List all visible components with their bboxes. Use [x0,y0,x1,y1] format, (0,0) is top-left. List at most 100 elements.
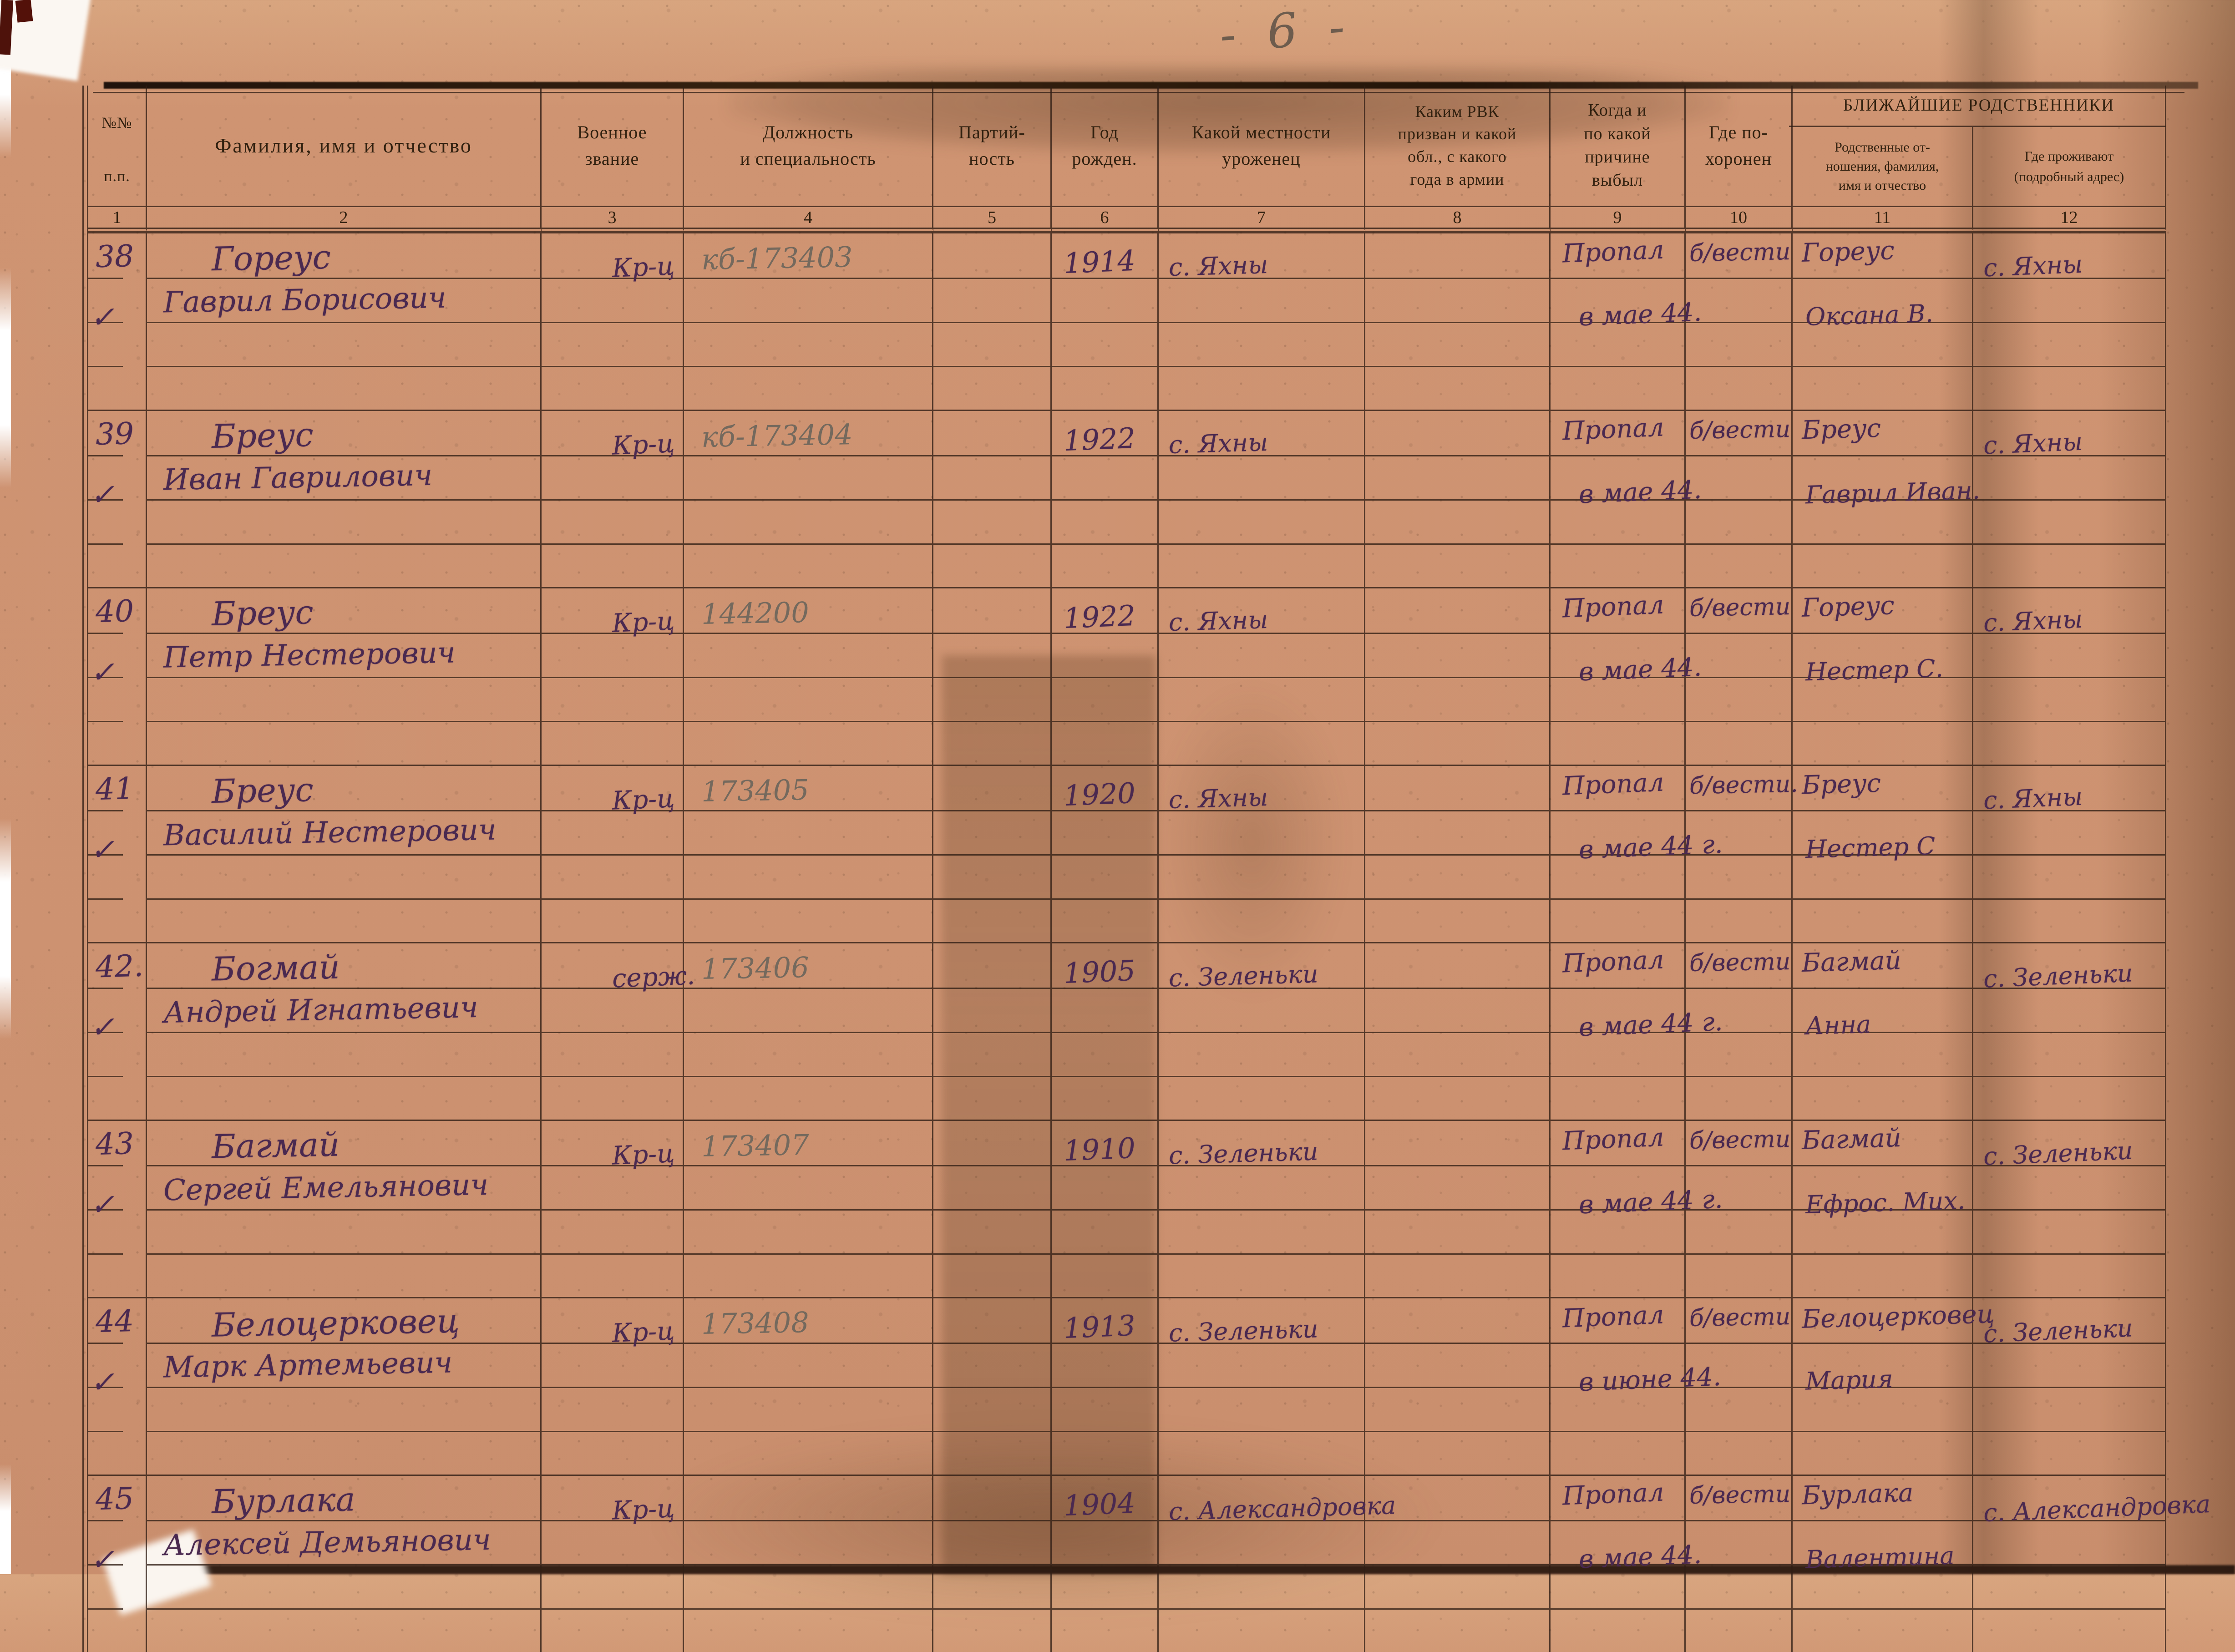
cell-birthplace: с. Яхны [1159,232,1365,410]
cell-party [933,587,1052,765]
cell-party [933,1297,1052,1475]
header-text: Партий- [958,122,1025,142]
cell-relative: Бреус Нестер С [1793,765,1973,942]
header-text: года в армии [1410,170,1505,188]
header-text: призван и какой [1398,125,1517,143]
cell-position: 144200 [684,587,933,765]
cell-rank: Кр-ц [542,1120,684,1297]
header-burial: Где по- хоронен [1686,86,1793,207]
birth-year: 1920 [1063,776,1136,813]
table-top-rule [93,92,2184,93]
cell-birth-year: 1914 [1052,232,1159,410]
missing-status: б/вести. [1689,770,1799,800]
relative-surname: Бурлака [1801,1478,1914,1511]
cell-birth-year: 1913 [1052,1297,1159,1475]
cell-fate: Пропал в мае 44. [1551,587,1702,765]
fate-line1: Пропал [1561,235,1665,269]
fate-line1: Пропал [1561,767,1665,801]
relative-surname: Багмай [1801,1123,1902,1156]
birthplace: с. Яхны [1168,605,1269,637]
cell-row-number: 43 ✓ [88,1120,147,1297]
cell-relative-address: с. Зеленьки [1973,1297,2166,1475]
header-text: Какой местности [1191,122,1331,142]
given-name: Сергей Емельянович [163,1168,489,1208]
header-relative-name: Родственные от- ношения, фамилия, имя и … [1793,127,1973,206]
birthplace: с. Александровка [1168,1491,1397,1526]
cell-rvk [1365,410,1551,587]
relative-address: с. Зеленьки [1982,1136,2134,1171]
cell-name: Богмай Андрей Игнатьевич [147,942,542,1120]
birth-year: 1913 [1063,1308,1136,1345]
cell-birthplace: с. Зеленьки [1159,942,1365,1120]
header-text: Родственные от- [1835,139,1930,155]
cell-relative: Гореус Нестер С. [1793,587,1973,765]
position-number: кб-173404 [701,418,853,454]
relative-surname: Гореус [1801,591,1895,623]
cell-rank: Кр-ц [542,1297,684,1475]
cell-fate: Пропал в мае 44. [1551,232,1702,410]
cell-party [933,232,1052,410]
military-rank: Кр-ц [611,1139,675,1171]
red-mark [0,0,14,55]
cell-name: Багмай Сергей Емельянович [147,1120,542,1297]
given-name: Иван Гаврилович [163,458,433,497]
position-number: 144200 [701,595,810,631]
cell-name: Белоцерковец Марк Артемьевич [147,1297,542,1475]
relative-name: Оксана В. [1805,299,1934,331]
cell-row-number: 40 ✓ [88,587,147,765]
cell-birth-year: 1922 [1052,587,1159,765]
header-text: Военное [577,122,647,142]
cell-party [933,1475,1052,1652]
surname: Багмай [211,1125,340,1166]
red-mark [15,0,33,23]
surname: Бреус [211,416,314,456]
checkmark: ✓ [89,1010,115,1045]
cell-burial: б/вести [1686,1297,1793,1475]
cell-relative: Белоцерковец Мария [1793,1297,1995,1475]
given-name: Василий Нестерович [163,813,497,853]
header-fate: Когда и по какой причине выбыл [1551,86,1686,207]
fate-line1: Пропал [1561,590,1665,624]
surname: Белоцерковец [211,1302,460,1344]
header-text: (подробный адрес) [2014,169,2124,184]
relative-address: с. Зеленьки [1982,1313,2134,1348]
casualty-table: №№ п.п. Фамилия, имя и отчество Военное … [82,82,2211,1652]
relative-name: Ефрос. Мих. [1805,1186,1966,1219]
cell-fate: Пропал в мае 44 г. [1551,1120,1723,1297]
fate-line1: Пропал [1561,1477,1665,1511]
cell-fate: Пропал в июне 44. [1551,1297,1722,1475]
column-number: 12 [1973,207,2166,232]
relative-name: Нестер С. [1805,654,1944,687]
header-text: ность [969,148,1015,169]
cell-birthplace: с. Зеленьки [1159,1297,1365,1475]
cell-burial: б/вести [1686,232,1793,410]
header-text: обл., с какого [1408,147,1507,166]
cell-name: Бреус Иван Гаврилович [147,410,542,587]
military-rank: Кр-ц [611,251,675,284]
cell-row-number: 44 ✓ [88,1297,147,1475]
fate-line2: в мае 44. [1578,652,1703,687]
cell-rvk [1365,765,1551,942]
given-name: Петр Нестерович [163,636,456,675]
cell-birthplace: с. Зеленьки [1159,1120,1365,1297]
relative-name: Нестер С [1805,831,1936,864]
checkmark: ✓ [89,655,115,690]
cell-position: 173407 [684,1120,933,1297]
column-number: 4 [684,207,933,232]
cell-rvk [1365,1475,1551,1652]
cell-fate: Пропал в мае 44 г. [1551,942,1723,1120]
header-text: Каким РВК [1415,102,1500,121]
military-rank: Кр-ц [611,1494,675,1526]
cell-party [933,942,1052,1120]
birthplace: с. Яхны [1168,250,1269,282]
cell-row-number: 42. ✓ [88,942,147,1120]
column-number: 3 [542,207,684,232]
cell-relative: Гореус Оксана В. [1793,232,1973,410]
header-text: Фамилия, имя и отчество [215,133,472,157]
header-text: выбыл [1591,171,1643,190]
military-rank: Кр-ц [611,784,675,816]
header-text: рожден. [1072,148,1137,169]
cell-burial: б/вести [1686,1475,1793,1652]
header-row-number: №№ п.п. [88,86,147,207]
relative-name: Гаврил Иван. [1805,476,1981,510]
